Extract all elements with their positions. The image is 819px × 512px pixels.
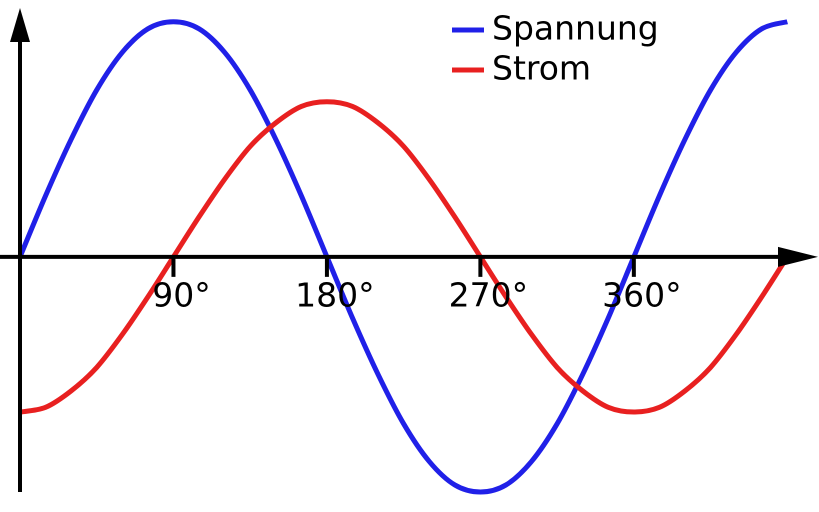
x-tick-label: 360°: [602, 275, 682, 314]
x-tick-label: 180°: [295, 275, 375, 314]
series-line: [17, 19, 788, 495]
legend-label: Strom: [492, 49, 591, 88]
y-axis-arrow: [10, 8, 30, 42]
series-line: [19, 99, 790, 415]
x-tick-label: 90°: [152, 275, 211, 314]
x-tick-label: 270°: [449, 275, 529, 314]
legend-label: Spannung: [492, 9, 659, 48]
x-axis-arrow: [778, 246, 818, 267]
